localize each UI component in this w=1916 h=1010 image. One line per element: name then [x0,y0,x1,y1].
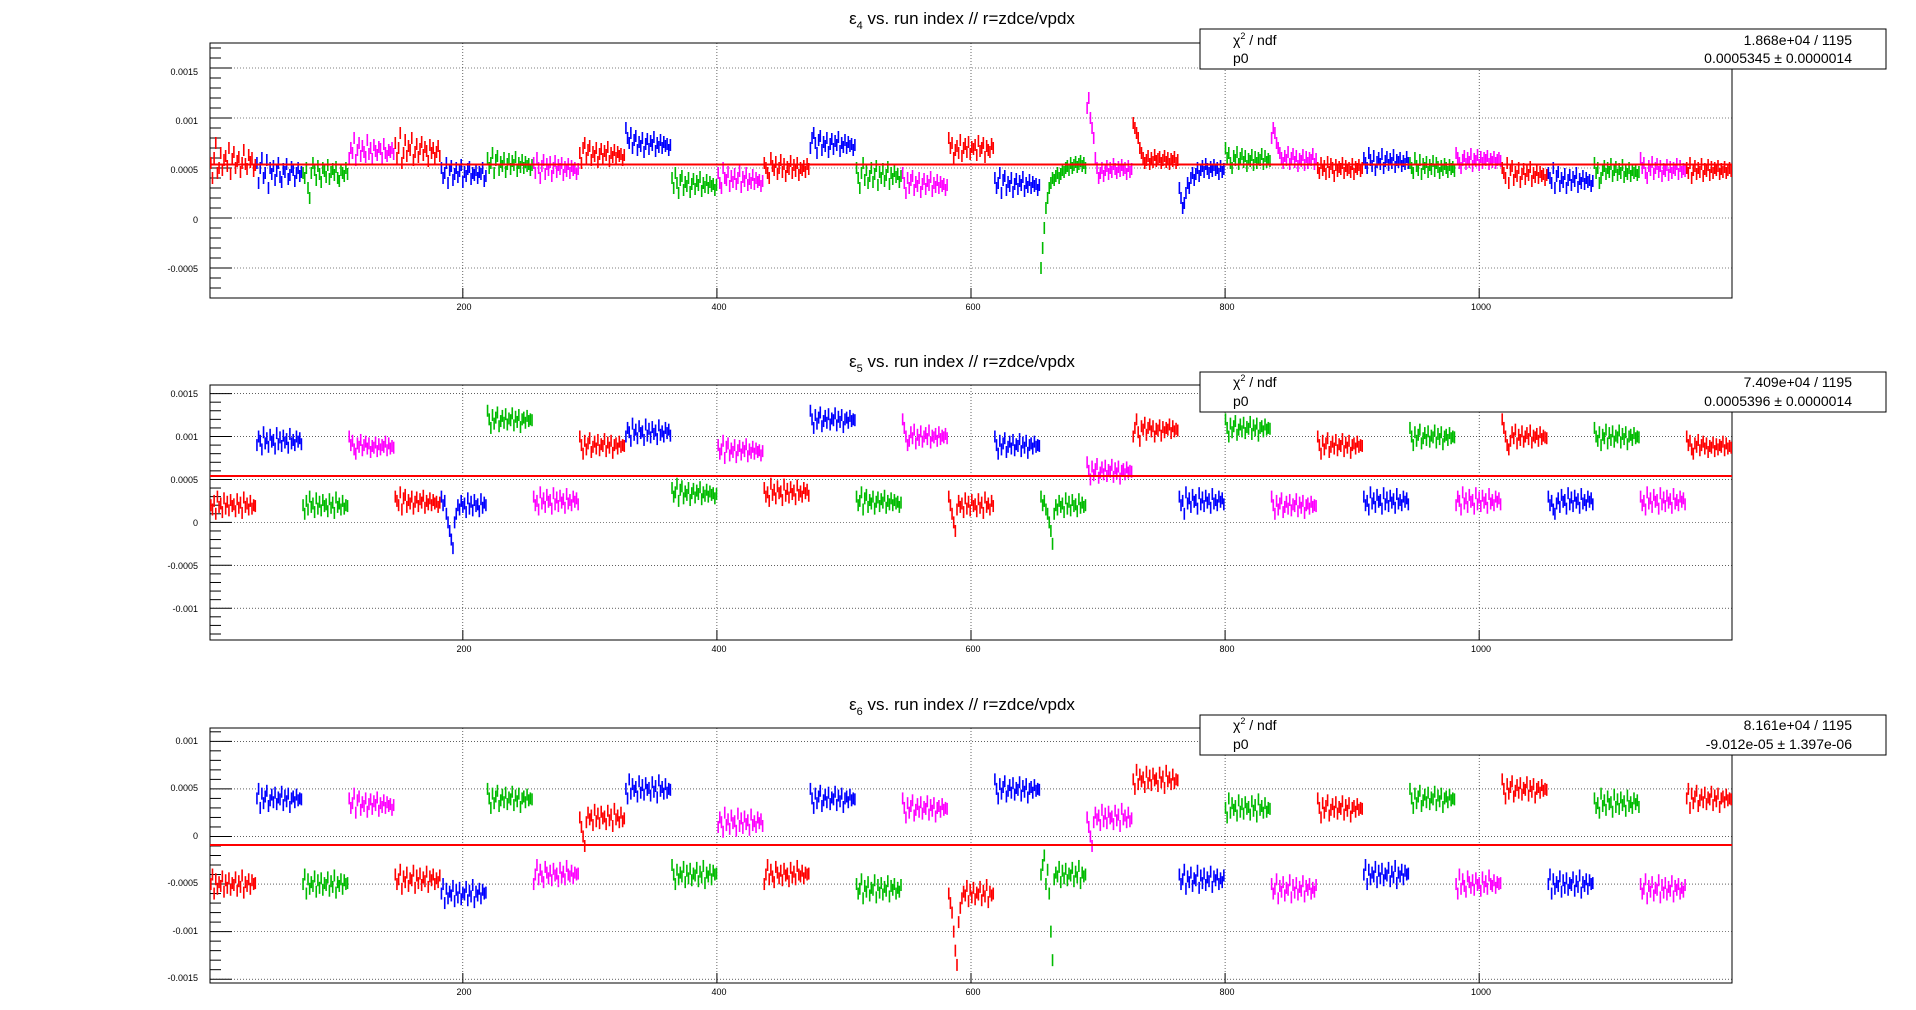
y-tick-label: 0 [193,831,198,841]
x-ticks: 200 400 600 800 1000 [456,987,1491,997]
y-ticks: 0.0015 0.001 0.0005 0 -0.0005 -0.001 [167,389,198,614]
stat-chi2-label: χ2 / ndf [1233,31,1277,48]
stats-box-frame [1199,371,1887,413]
y-tick-label: -0.0005 [167,264,198,274]
panel-title: ε4 vs. run index // r=zdce/vpdx [849,9,1075,32]
stat-p0-label: p0 [1233,50,1249,66]
y-tick-label: 0 [193,215,198,225]
stats-box: χ2 / ndf 8.161e+04 / 1195 p0 -9.012e-05 … [1199,714,1887,756]
stats-box: χ2 / ndf 7.409e+04 / 1195 p0 0.0005396 ±… [1199,371,1887,413]
y-tick-label: 0.0015 [170,389,198,399]
y-tick-label: -0.0005 [167,878,198,888]
y-tick-label: 0.0005 [170,783,198,793]
y-tick-label: 0.0005 [170,165,198,175]
stat-chi2-label: χ2 / ndf [1233,373,1277,390]
y-tick-label: 0.0005 [170,475,198,485]
x-tick-label: 400 [711,302,726,312]
x-tick-label: 1000 [1471,644,1491,654]
stat-p0-label: p0 [1233,393,1249,409]
x-tick-label: 1000 [1471,302,1491,312]
x-tick-label: 200 [456,644,471,654]
panel-title: ε6 vs. run index // r=zdce/vpdx [849,695,1075,718]
x-tick-label: 600 [965,987,980,997]
y-tick-label: 0.001 [175,432,198,442]
y-ticks: 0.0015 0.001 0.0005 0 -0.0005 [167,67,198,274]
x-tick-label: 800 [1219,302,1234,312]
stats-box-frame [1199,714,1887,756]
y-tick-label: 0.0015 [170,67,198,77]
x-ticks: 200 400 600 800 1000 [456,644,1491,654]
panel-epsilon6: ε6 vs. run index // r=zdce/vpdx 0.001 0.… [167,695,1887,997]
stat-p0-value: 0.0005396 ± 0.0000014 [1704,393,1852,409]
grid-lines [210,43,1732,299]
stat-p0-value: -9.012e-05 ± 1.397e-06 [1706,736,1852,752]
data-points [210,404,1732,555]
panel-epsilon4: ε4 vs. run index // r=zdce/vpdx 0.0015 0… [167,9,1887,312]
x-tick-label: 400 [711,987,726,997]
stats-box-frame [1199,28,1887,70]
stat-chi2-value: 1.868e+04 / 1195 [1744,32,1853,48]
grid-lines [210,728,1732,983]
stat-p0-label: p0 [1233,736,1249,752]
grid-lines [210,385,1732,640]
stat-chi2-value: 7.409e+04 / 1195 [1744,374,1853,390]
x-tick-label: 400 [711,644,726,654]
panel-epsilon5: ε5 vs. run index // r=zdce/vpdx 0.0015 0… [167,352,1887,654]
x-ticks: 200 400 600 800 1000 [456,302,1491,312]
stat-chi2-label: χ2 / ndf [1233,716,1277,733]
panel-title: ε5 vs. run index // r=zdce/vpdx [849,352,1075,375]
y-ticks: 0.001 0.0005 0 -0.0005 -0.001 -0.0015 [167,736,198,983]
y-tick-label: 0.001 [175,116,198,126]
x-tick-label: 1000 [1471,987,1491,997]
x-tick-label: 600 [965,302,980,312]
x-tick-label: 600 [965,644,980,654]
x-tick-label: 800 [1219,987,1234,997]
y-tick-label: -0.0005 [167,561,198,571]
y-tick-label: 0.001 [175,736,198,746]
y-tick-label: -0.001 [172,604,198,614]
x-tick-label: 200 [456,302,471,312]
y-tick-label: -0.001 [172,926,198,936]
y-tick-label: 0 [193,518,198,528]
stat-chi2-value: 8.161e+04 / 1195 [1744,717,1853,733]
stats-box: χ2 / ndf 1.868e+04 / 1195 p0 0.0005345 ±… [1199,28,1887,70]
y-tick-label: -0.0015 [167,973,198,983]
stat-p0-value: 0.0005345 ± 0.0000014 [1704,50,1852,66]
data-points [210,763,1732,971]
x-tick-label: 200 [456,987,471,997]
x-tick-label: 800 [1219,644,1234,654]
